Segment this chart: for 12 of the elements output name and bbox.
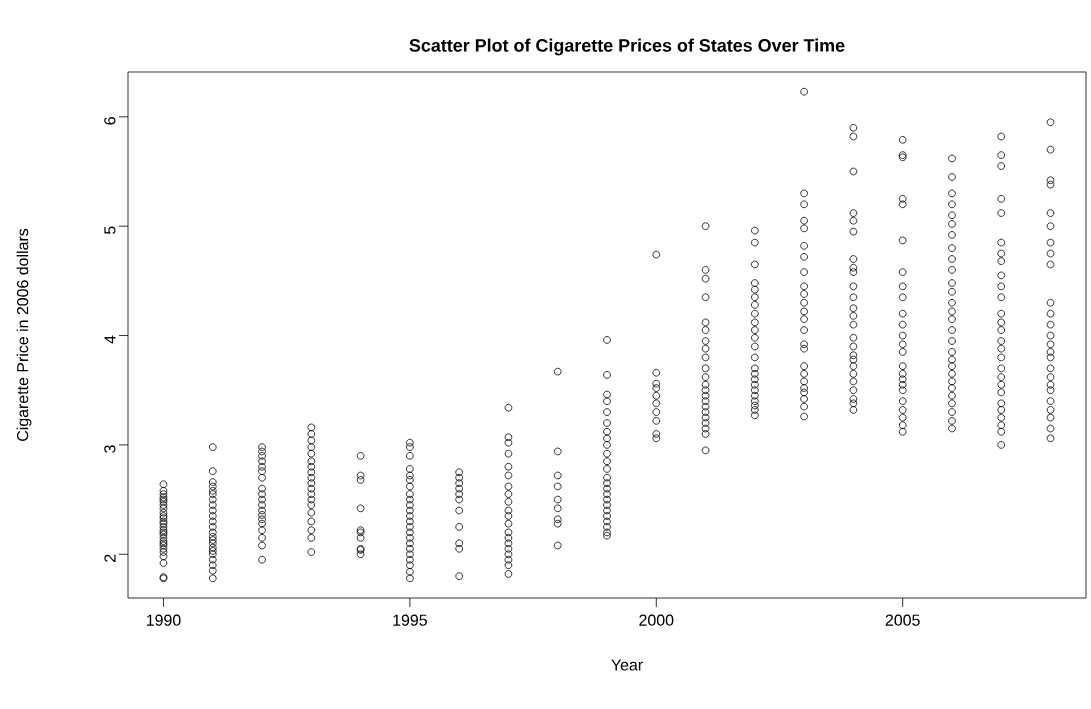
x-tick-label: 2000 bbox=[639, 614, 674, 626]
x-tick-label: 2005 bbox=[885, 614, 920, 626]
y-tick-label: 2 bbox=[104, 554, 116, 562]
y-tick-label: 6 bbox=[104, 117, 116, 125]
y-tick-label: 3 bbox=[104, 445, 116, 453]
y-tick-label: 4 bbox=[104, 335, 116, 344]
y-tick-label: 5 bbox=[104, 226, 116, 234]
y-axis-title: Cigarette Price in 2006 dollars bbox=[16, 228, 32, 441]
x-tick-label: 1990 bbox=[146, 614, 181, 626]
chart-title: Scatter Plot of Cigarette Prices of States Over Time bbox=[409, 38, 845, 56]
x-tick-label: 1995 bbox=[393, 614, 427, 626]
x-axis-title: Year bbox=[611, 659, 643, 671]
